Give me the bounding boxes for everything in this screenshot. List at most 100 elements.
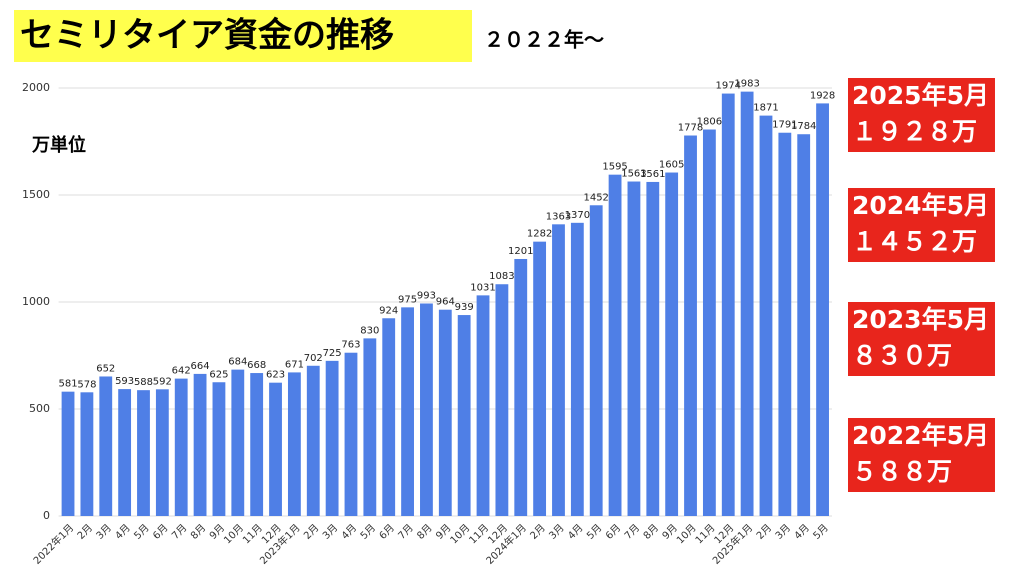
bar — [99, 376, 113, 516]
bar — [212, 382, 226, 516]
bar — [589, 205, 603, 516]
value-label: 1363 — [546, 211, 571, 222]
value-label: 1791 — [772, 120, 797, 131]
x-tick-label: 6月 — [151, 522, 171, 542]
value-label: 1083 — [489, 271, 514, 282]
x-tick-label: 7月 — [622, 522, 642, 542]
value-label: 625 — [209, 369, 228, 380]
bar — [118, 389, 132, 516]
x-tick-label: 7月 — [396, 522, 416, 542]
value-label: 975 — [398, 294, 417, 305]
value-label: 1282 — [527, 229, 552, 240]
x-tick-label: 2月 — [754, 522, 774, 542]
bar — [778, 132, 792, 516]
x-tick-label: 5月 — [584, 522, 604, 542]
x-tick-label: 10月 — [448, 522, 473, 547]
bar — [155, 389, 169, 516]
x-tick-label: 8月 — [641, 522, 661, 542]
bar — [250, 373, 264, 516]
x-tick-label: 2022年1月 — [30, 521, 76, 567]
annotation-box — [848, 418, 995, 492]
x-tick-label: 3月 — [320, 522, 340, 542]
bar — [269, 382, 282, 516]
value-label: 1983 — [734, 79, 759, 90]
value-label: 671 — [285, 359, 304, 370]
value-label: 1974 — [716, 81, 741, 92]
value-label: 830 — [360, 325, 379, 336]
bar — [420, 303, 433, 516]
bar — [721, 93, 735, 517]
annotation-text: 2022年5月 — [852, 421, 989, 450]
annotation: 2023年5月 ８３０万 — [848, 302, 995, 376]
value-label: 993 — [417, 290, 436, 301]
value-label: 664 — [191, 361, 210, 372]
annotation-text: 2025年5月 — [852, 81, 989, 110]
y-tick-label: 1000 — [22, 295, 50, 308]
value-label: 588 — [134, 377, 153, 388]
x-tick-label: 4月 — [792, 522, 812, 542]
bar — [552, 224, 565, 516]
bar — [495, 284, 509, 516]
value-label: 1563 — [621, 169, 646, 180]
bar — [759, 115, 773, 516]
x-tick-label: 11月 — [467, 522, 492, 547]
bar — [665, 172, 679, 516]
annotation-text: 2024年5月 — [852, 191, 989, 220]
bar — [80, 392, 94, 516]
x-tick-label: 2月 — [75, 522, 95, 542]
x-tick-label: 3月 — [94, 522, 114, 542]
x-tick-label: 3月 — [547, 522, 567, 542]
value-label: 642 — [172, 366, 191, 377]
x-tick-label: 10月 — [221, 522, 246, 547]
x-tick-label: 7月 — [169, 522, 189, 542]
value-label: 684 — [228, 357, 247, 368]
x-tick-label: 6月 — [603, 522, 623, 542]
value-label: 1201 — [508, 246, 533, 257]
x-tick-label: 2月 — [301, 522, 321, 542]
value-label: 1784 — [791, 121, 816, 132]
y-tick-label: 1500 — [22, 188, 50, 201]
value-label: 725 — [323, 348, 342, 359]
annotation-box — [848, 78, 995, 152]
bar — [533, 241, 547, 517]
bar — [325, 360, 339, 516]
chart-title: セミリタイア資金の推移 — [20, 16, 394, 56]
y-tick-label: 500 — [29, 402, 50, 415]
bar — [382, 318, 396, 516]
annotation-text: ８３０万 — [852, 341, 952, 370]
annotation: 2025年5月 １９２８万 — [848, 78, 995, 152]
x-tick-label: 4月 — [566, 522, 586, 542]
title-highlight — [14, 10, 472, 62]
y-axis-label: 万単位 — [31, 134, 86, 156]
value-label: 702 — [304, 353, 323, 364]
value-label: 1031 — [470, 282, 495, 293]
annotation-box — [848, 302, 995, 376]
y-tick-label: 0 — [43, 509, 50, 522]
x-tick-label: 11月 — [693, 522, 718, 547]
bar — [137, 390, 150, 516]
x-tick-label: 2月 — [528, 522, 548, 542]
value-label: 1452 — [583, 192, 608, 203]
bar — [193, 373, 207, 516]
annotation-text: 2023年5月 — [852, 305, 989, 334]
bar — [797, 134, 811, 516]
bar — [438, 309, 452, 516]
bar — [174, 378, 188, 516]
x-tick-label: 5月 — [358, 522, 378, 542]
value-label: 1595 — [602, 162, 627, 173]
annotation-box — [848, 188, 995, 262]
value-label: 964 — [436, 297, 455, 308]
value-label: 592 — [153, 376, 172, 387]
x-tick-label: 4月 — [113, 522, 133, 542]
value-label: 1561 — [640, 169, 665, 180]
bar — [608, 174, 622, 517]
bar — [231, 369, 245, 516]
value-label: 1928 — [810, 90, 835, 101]
value-label: 1871 — [753, 103, 778, 114]
bar — [363, 338, 377, 516]
x-tick-label: 11月 — [240, 522, 265, 547]
bar — [702, 129, 716, 517]
bar — [514, 258, 528, 516]
bar — [401, 307, 414, 516]
